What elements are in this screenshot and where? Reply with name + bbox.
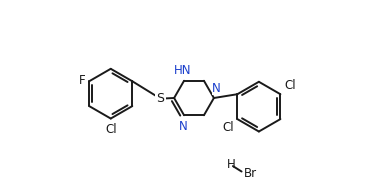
Text: Cl: Cl: [284, 79, 296, 92]
Text: N: N: [179, 120, 188, 132]
Text: HN: HN: [174, 64, 192, 77]
Text: S: S: [156, 92, 165, 105]
Text: H: H: [227, 158, 236, 171]
Text: Br: Br: [244, 167, 257, 180]
Text: F: F: [79, 74, 85, 87]
Text: Cl: Cl: [106, 123, 118, 136]
Text: Cl: Cl: [222, 121, 234, 134]
Text: N: N: [212, 82, 221, 95]
